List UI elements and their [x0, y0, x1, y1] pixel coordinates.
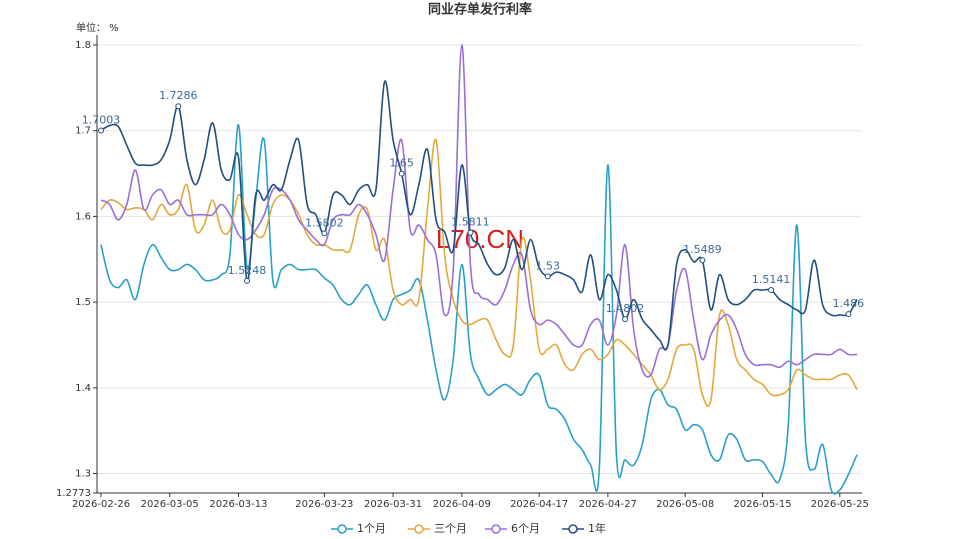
x-tick-label: 2026-04-17: [510, 499, 568, 510]
legend-marker: [337, 524, 347, 534]
series-line: [100, 80, 858, 351]
x-tick-label: 2026-03-31: [364, 499, 422, 510]
x-tick-label: 2026-03-05: [141, 499, 199, 510]
legend-label: 三个月: [434, 522, 467, 535]
legend-label: 1年: [588, 521, 606, 535]
data-point: [321, 230, 328, 237]
data-point: [244, 277, 251, 284]
x-tick-label: 2026-04-09: [433, 499, 491, 510]
y-tick-label: 1.6: [75, 211, 91, 222]
data-point: [175, 103, 182, 110]
data-point: [544, 273, 551, 280]
y-tick-label: 1.2773: [56, 488, 91, 499]
series-line: [100, 44, 858, 378]
x-tick-label: 2026-03-13: [209, 499, 267, 510]
value-label: 1.5141: [752, 273, 791, 286]
legend-marker: [568, 524, 578, 534]
x-tick-label: 2026-05-08: [656, 499, 714, 510]
value-label: 1.53: [535, 259, 560, 272]
data-point: [467, 229, 474, 236]
x-tick-label: 2026-03-23: [295, 499, 353, 510]
legend-label: 6个月: [511, 522, 540, 535]
chart-title: 同业存单发行利率: [428, 2, 532, 18]
legend-label: 1个月: [357, 522, 386, 535]
x-tick-label: 2026-05-15: [733, 499, 791, 510]
value-label: 1.4802: [606, 302, 645, 315]
value-label: 1.5489: [683, 243, 722, 256]
y-tick-label: 1.3: [75, 469, 91, 480]
x-tick-label: 2026-05-25: [811, 499, 869, 510]
y-tick-label: 1.5: [75, 297, 91, 308]
series-line: [100, 123, 858, 495]
legend-marker: [414, 524, 424, 534]
y-unit-label: 单位： %: [76, 21, 119, 34]
series-line: [100, 138, 858, 408]
value-label: 1.7286: [159, 89, 198, 102]
x-tick-label: 2026-02-26: [72, 499, 130, 510]
value-label: 1.5802: [305, 216, 344, 229]
y-tick-label: 1.8: [75, 40, 91, 51]
value-label: 1.65: [389, 157, 414, 170]
value-label: 1.5811: [451, 216, 490, 229]
data-point: [398, 170, 405, 177]
x-tick-label: 2026-04-27: [579, 499, 637, 510]
value-label: 1.486: [833, 297, 865, 310]
data-point: [98, 127, 104, 134]
value-label: 1.5248: [228, 264, 267, 277]
data-point: [768, 287, 775, 294]
data-point: [622, 316, 629, 323]
y-tick-label: 1.7: [75, 126, 91, 137]
data-point: [699, 257, 706, 264]
data-point: [845, 311, 852, 318]
value-label: 1.7003: [82, 113, 121, 126]
y-tick-label: 1.4: [75, 383, 91, 394]
legend-marker: [491, 524, 501, 534]
